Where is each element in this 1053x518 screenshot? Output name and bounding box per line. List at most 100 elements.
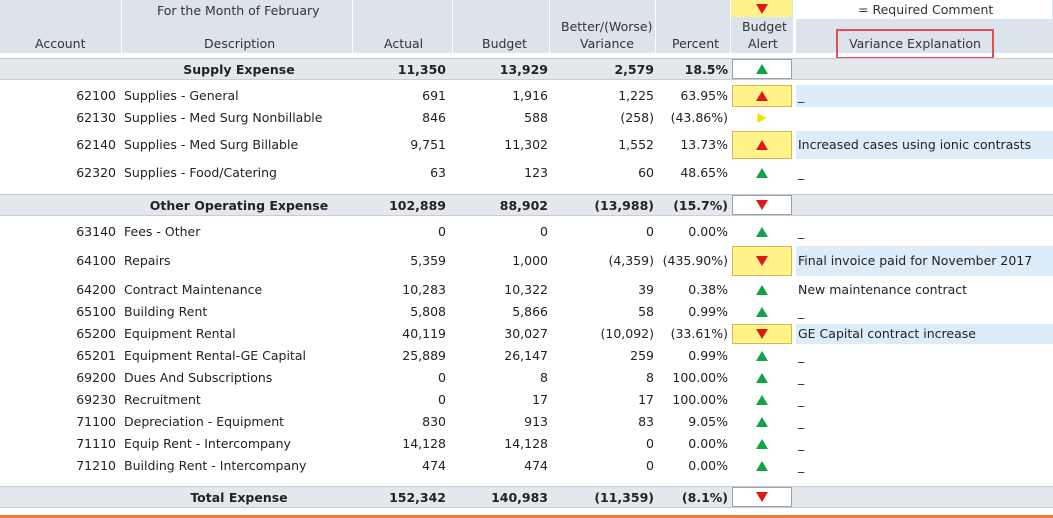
variance-comment[interactable]: Increased cases using ionic contrasts bbox=[796, 131, 1053, 159]
actual-value: 9,751 bbox=[410, 137, 446, 152]
header-percent-cell: Percent bbox=[656, 0, 731, 53]
account-description: Equip Rent - Intercompany bbox=[124, 436, 291, 451]
budget-alert-cell bbox=[732, 222, 792, 242]
variance-comment[interactable]: _ bbox=[798, 436, 805, 451]
budget-alert-cell bbox=[732, 246, 792, 276]
account-number: 65201 bbox=[76, 348, 116, 363]
account-description: Fees - Other bbox=[124, 224, 201, 239]
percent-value: (8.1%) bbox=[681, 490, 728, 505]
variance-comment[interactable]: GE Capital contract increase bbox=[796, 324, 1053, 344]
budget-alert-cell bbox=[732, 456, 792, 476]
up-triangle-icon bbox=[756, 227, 768, 237]
actual-value: 40,119 bbox=[402, 326, 446, 341]
down-triangle-icon bbox=[756, 492, 768, 502]
header-alert-line2: Alert bbox=[748, 36, 778, 51]
budget-value: 140,983 bbox=[491, 490, 548, 505]
percent-value: 100.00% bbox=[672, 370, 728, 385]
variance-value: 60 bbox=[638, 165, 654, 180]
actual-value: 63 bbox=[430, 165, 446, 180]
section-row: Supply Expense 11,350 13,929 2,579 18.5% bbox=[0, 58, 1053, 80]
variance-comment[interactable]: _ bbox=[798, 348, 805, 363]
header-account: Account bbox=[35, 36, 86, 51]
actual-value: 830 bbox=[422, 414, 446, 429]
percent-value: 0.00% bbox=[688, 436, 728, 451]
percent-value: 9.05% bbox=[688, 414, 728, 429]
budget-alert-cell bbox=[732, 302, 792, 322]
up-triangle-icon bbox=[756, 373, 768, 383]
header-variance-line2: Variance bbox=[580, 36, 634, 51]
budget-alert-cell bbox=[732, 131, 792, 159]
variance-comment[interactable]: _ bbox=[798, 458, 805, 473]
budget-alert-cell bbox=[732, 346, 792, 366]
account-description: Dues And Subscriptions bbox=[124, 370, 273, 385]
percent-value: (43.86%) bbox=[670, 110, 728, 125]
percent-value: 48.65% bbox=[680, 165, 728, 180]
header-variance-cell: Better/(Worse) Variance bbox=[550, 0, 656, 53]
table-row: 65100 Building Rent 5,808 5,866 58 0.99% _ bbox=[0, 302, 1053, 322]
header-description-cell: For the Month of February Description bbox=[122, 0, 353, 53]
table-row: 65201 Equipment Rental-GE Capital 25,889 26… bbox=[0, 346, 1053, 366]
account-description: Supplies - General bbox=[124, 88, 239, 103]
variance-value: 1,225 bbox=[618, 88, 654, 103]
table-row: 62140 Supplies - Med Surg Billable 9,751 11… bbox=[0, 130, 1053, 160]
variance-comment[interactable]: _ bbox=[798, 392, 805, 407]
actual-value: 152,342 bbox=[389, 490, 446, 505]
variance-value: 2,579 bbox=[614, 62, 654, 77]
budget-value: 13,929 bbox=[499, 62, 548, 77]
variance-value: 8 bbox=[646, 370, 654, 385]
variance-comment[interactable]: Final invoice paid for November 2017 bbox=[796, 246, 1053, 276]
budget-value: 26,147 bbox=[504, 348, 548, 363]
budget-value: 0 bbox=[540, 224, 548, 239]
actual-value: 14,128 bbox=[402, 436, 446, 451]
account-number: 62100 bbox=[76, 88, 116, 103]
actual-value: 0 bbox=[438, 392, 446, 407]
account-description: Supplies - Med Surg Billable bbox=[124, 137, 299, 152]
variance-comment[interactable]: _ bbox=[798, 304, 805, 319]
budget-alert-cell bbox=[732, 487, 792, 507]
up-triangle-icon bbox=[756, 395, 768, 405]
budget-value: 5,866 bbox=[512, 304, 548, 319]
variance-comment[interactable]: _ bbox=[798, 165, 805, 180]
actual-value: 474 bbox=[422, 458, 446, 473]
alert-legend-swatch bbox=[731, 0, 792, 17]
budget-alert-cell bbox=[732, 324, 792, 344]
down-triangle-icon bbox=[756, 329, 768, 339]
variance-comment[interactable]: _ bbox=[798, 370, 805, 385]
variance-value: (13,988) bbox=[594, 198, 654, 213]
variance-comment[interactable]: _ bbox=[798, 414, 805, 429]
table-row: 71110 Equip Rent - Intercompany 14,128 14,1… bbox=[0, 434, 1053, 454]
variance-comment[interactable]: _ bbox=[796, 85, 1053, 107]
header-actual-cell: Actual bbox=[353, 0, 453, 53]
account-number: 65200 bbox=[76, 326, 116, 341]
account-number: 71110 bbox=[76, 436, 116, 451]
up-triangle-icon bbox=[756, 439, 768, 449]
budget-value: 1,916 bbox=[512, 88, 548, 103]
down-triangle-icon bbox=[756, 256, 768, 266]
table-row: 62130 Supplies - Med Surg Nonbillable 846 5… bbox=[0, 108, 1053, 128]
account-description: Supplies - Food/Catering bbox=[124, 165, 277, 180]
table-row: 63140 Fees - Other 0 0 0 0.00% _ bbox=[0, 222, 1053, 242]
up-triangle-icon bbox=[756, 351, 768, 361]
required-comment-label: = Required Comment bbox=[858, 2, 994, 17]
section-title: Other Operating Expense bbox=[149, 198, 329, 213]
variance-value: 0 bbox=[646, 436, 654, 451]
account-description: Building Rent - Intercompany bbox=[124, 458, 307, 473]
table-row: 62100 Supplies - General 691 1,916 1,225 63.9… bbox=[0, 84, 1053, 108]
budget-value: 123 bbox=[524, 165, 548, 180]
account-number: 65100 bbox=[76, 304, 116, 319]
variance-comment[interactable]: New maintenance contract bbox=[798, 282, 968, 297]
actual-value: 102,889 bbox=[389, 198, 446, 213]
variance-comment[interactable] bbox=[796, 108, 1053, 128]
table-row: 69200 Dues And Subscriptions 0 8 8 100.00% _ bbox=[0, 368, 1053, 388]
variance-comment[interactable]: _ bbox=[798, 224, 805, 239]
table-row: 71100 Depreciation - Equipment 830 913 83 9.0… bbox=[0, 412, 1053, 432]
budget-value: 14,128 bbox=[504, 436, 548, 451]
budget-value: 8 bbox=[540, 370, 548, 385]
account-number: 69200 bbox=[76, 370, 116, 385]
header-account-cell: Account bbox=[0, 0, 122, 53]
table-row: 62320 Supplies - Food/Catering 63 123 60 48.6… bbox=[0, 163, 1053, 183]
budget-value: 1,000 bbox=[512, 253, 548, 268]
budget-alert-cell bbox=[732, 280, 792, 300]
variance-value: 83 bbox=[638, 414, 654, 429]
